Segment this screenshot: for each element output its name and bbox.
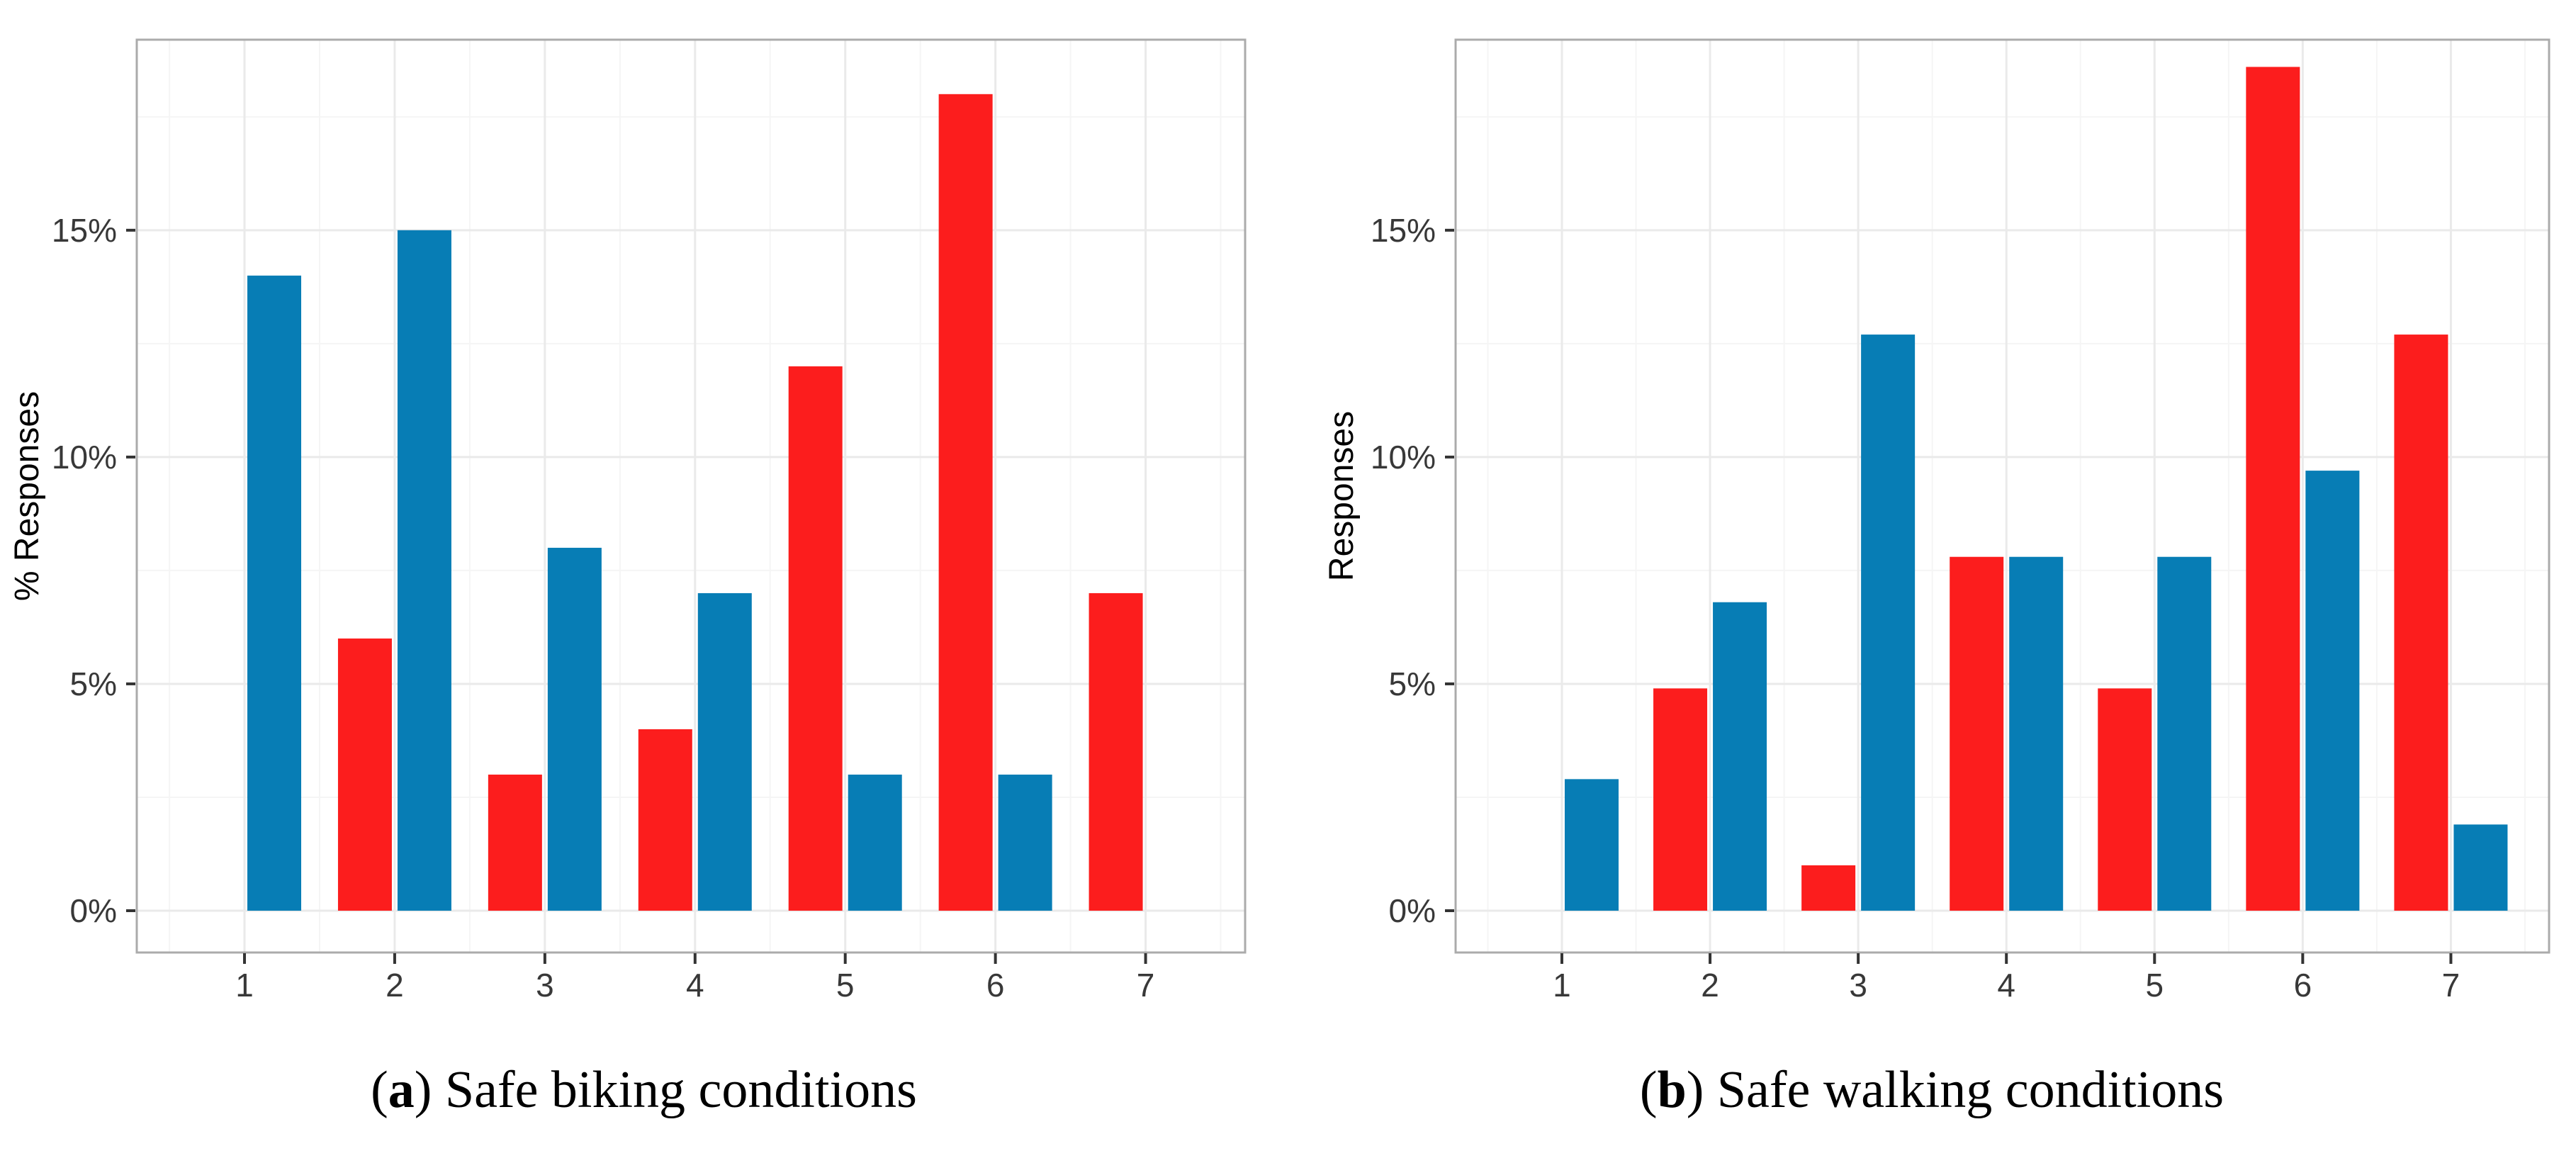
bar-blue-cat1 <box>1564 779 1619 911</box>
caption-a-open-paren: ( <box>371 1061 388 1119</box>
bar-blue-cat2 <box>1713 602 1767 911</box>
y-tick-label-0: 0% <box>1389 892 1436 929</box>
caption-a-text: Safe biking conditions <box>444 1061 917 1119</box>
x-tick-label-5: 5 <box>836 967 855 1004</box>
y-axis-title: % Responses <box>9 391 46 601</box>
y-tick-label-5: 5% <box>1389 665 1436 702</box>
bars <box>247 94 1143 911</box>
x-tick-label-4: 4 <box>1997 967 2015 1004</box>
bar-blue-cat2 <box>397 230 451 911</box>
bar-blue-cat5 <box>848 774 902 911</box>
bar-red-cat5 <box>2098 688 2152 911</box>
bars <box>1564 67 2508 911</box>
x-tick-label-5: 5 <box>2145 967 2164 1004</box>
bar-chart-b: 0% 5% 10% 15% 1 2 3 4 5 6 7 Responses <box>1323 38 2550 1004</box>
bar-red-cat5 <box>788 366 843 911</box>
bar-red-cat4 <box>1950 556 2004 911</box>
bar-blue-cat5 <box>2157 556 2212 911</box>
x-tick-label-2: 2 <box>386 967 404 1004</box>
x-tick-label-7: 7 <box>2442 967 2460 1004</box>
x-tick-label-3: 3 <box>1849 967 1867 1004</box>
bar-red-cat2 <box>1653 688 1708 911</box>
bar-blue-cat4 <box>2009 556 2064 911</box>
caption-b-letter: b <box>1657 1061 1687 1119</box>
subfigure-b-caption: (b) Safe walking conditions <box>1288 1060 2576 1120</box>
gridlines-minor <box>137 40 1245 953</box>
bar-red-cat3 <box>488 774 542 911</box>
x-tick-label-1: 1 <box>1553 967 1571 1004</box>
bar-red-cat6 <box>938 94 993 911</box>
caption-a-letter: a <box>388 1061 415 1119</box>
bar-blue-cat6 <box>2305 471 2360 911</box>
gridlines-major <box>1456 40 2549 953</box>
subfigure-b-safe-walking: 0% 5% 10% 15% 1 2 3 4 5 6 7 Responses (b) Safe walk… <box>1288 0 2576 1163</box>
bar-red-cat2 <box>337 638 392 911</box>
x-tick-label-2: 2 <box>1701 967 1719 1004</box>
x-tick-label-4: 4 <box>686 967 704 1004</box>
y-tick-label-5: 5% <box>70 665 117 702</box>
y-tick-label-15: 15% <box>52 212 117 249</box>
bar-red-cat6 <box>2246 67 2300 911</box>
subfigure-a-caption: (a) Safe biking conditions <box>0 1060 1288 1120</box>
caption-b-open-paren: ( <box>1639 1061 1658 1119</box>
x-tick-label-7: 7 <box>1137 967 1155 1004</box>
subfigure-a-safe-biking: 0% 5% 10% 15% 1 2 3 4 5 6 7 % Responses (a) Safe bi… <box>0 38 1288 1120</box>
y-tick-label-10: 10% <box>1371 439 1436 476</box>
bar-blue-cat3 <box>1861 335 1916 911</box>
bar-red-cat7 <box>2394 335 2448 911</box>
bar-blue-cat1 <box>247 275 302 911</box>
x-axis: 1 2 3 4 5 6 7 <box>1553 953 2460 1004</box>
y-axis-title: Responses <box>1323 411 1361 581</box>
y-axis: 0% 5% 10% 15% <box>52 212 135 929</box>
y-tick-label-15: 15% <box>1371 212 1436 249</box>
bar-red-cat3 <box>1801 865 1856 911</box>
bar-red-cat4 <box>638 729 692 911</box>
bar-red-cat7 <box>1089 592 1143 911</box>
caption-b-close-paren: ) <box>1686 1061 1717 1119</box>
y-axis: 0% 5% 10% 15% <box>1371 212 1454 929</box>
y-tick-label-10: 10% <box>52 439 117 476</box>
caption-a-close-paren: ) <box>414 1061 445 1119</box>
x-tick-label-3: 3 <box>536 967 554 1004</box>
x-axis: 1 2 3 4 5 6 7 <box>235 953 1154 1004</box>
panel-border <box>1454 38 2550 954</box>
bar-blue-cat3 <box>547 547 602 911</box>
y-tick-label-0: 0% <box>70 892 117 929</box>
bar-blue-cat4 <box>697 592 752 911</box>
caption-b-text: Safe walking conditions <box>1716 1061 2225 1119</box>
x-tick-label-6: 6 <box>986 967 1005 1004</box>
panel-border <box>135 38 1247 954</box>
bar-chart-a: 0% 5% 10% 15% 1 2 3 4 5 6 7 % Responses <box>9 38 1247 1004</box>
gridlines-major <box>137 40 1245 953</box>
bar-blue-cat6 <box>998 774 1052 911</box>
bar-blue-cat7 <box>2453 824 2508 911</box>
x-tick-label-1: 1 <box>235 967 254 1004</box>
x-tick-label-6: 6 <box>2294 967 2312 1004</box>
